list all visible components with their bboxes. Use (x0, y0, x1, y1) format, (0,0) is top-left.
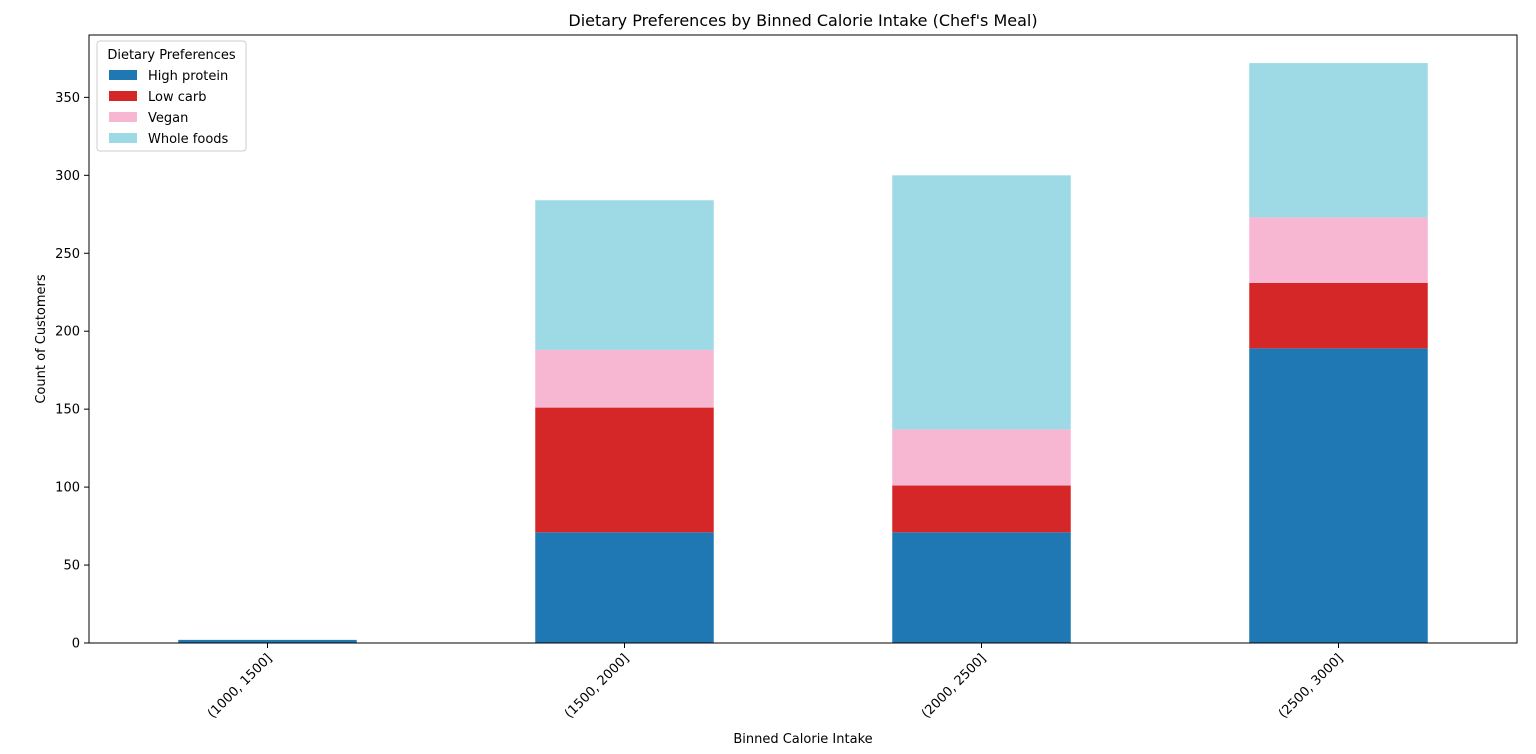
bar-segment (1249, 348, 1428, 643)
y-axis-ticks: 0 50 100 150 200 250 300 350 (55, 91, 89, 652)
legend-swatch (109, 133, 137, 143)
legend-items: High protein Low carb Vegan Whole foods (109, 69, 229, 147)
bar-segment (535, 407, 714, 533)
chart-title: Dietary Preferences by Binned Calorie In… (568, 11, 1037, 30)
plot-frame (88, 34, 1518, 644)
bar-segment (892, 429, 1071, 486)
x-tick-label: (2000, 2500] (919, 651, 989, 721)
legend: Dietary Preferences High protein Low carb… (96, 40, 247, 152)
y-axis-label: Count of Customers (34, 274, 49, 404)
x-tick-label: (2500, 3000] (1276, 651, 1346, 721)
y-tick-label: 200 (55, 325, 80, 340)
y-tick-label: 100 (55, 481, 80, 496)
x-tick-label: (1500, 2000] (562, 651, 632, 721)
bar-segment (1249, 282, 1428, 349)
y-tick-label: 350 (55, 91, 80, 106)
legend-title: Dietary Preferences (107, 48, 236, 63)
x-axis-label: Binned Calorie Intake (733, 732, 872, 747)
y-tick-label: 150 (55, 403, 80, 418)
legend-swatch (109, 112, 137, 122)
bar-segment (535, 349, 714, 408)
legend-label: Low carb (148, 90, 206, 105)
bar-segment (892, 532, 1071, 643)
legend-label: Whole foods (148, 132, 229, 147)
bar-segment (1249, 63, 1428, 218)
y-tick-label: 300 (55, 169, 80, 184)
legend-label: Vegan (148, 111, 188, 126)
bars-group (178, 63, 1428, 643)
bar-segment (535, 532, 714, 643)
x-tick-label: (1000, 1500] (205, 651, 275, 721)
bar-segment (178, 639, 357, 643)
bar-segment (892, 485, 1071, 533)
y-tick-label: 0 (72, 637, 80, 652)
bar-segment (535, 200, 714, 350)
legend-label: High protein (148, 69, 228, 84)
legend-box (96, 40, 247, 152)
y-tick-label: 50 (63, 559, 80, 574)
y-tick-label: 250 (55, 247, 80, 262)
x-axis-ticks: (1000, 1500] (1500, 2000] (2000, 2500] (250… (205, 643, 1346, 722)
bar-segment (1249, 217, 1428, 283)
legend-swatch (109, 70, 137, 80)
bar-segment (892, 175, 1071, 430)
legend-swatch (109, 91, 137, 101)
